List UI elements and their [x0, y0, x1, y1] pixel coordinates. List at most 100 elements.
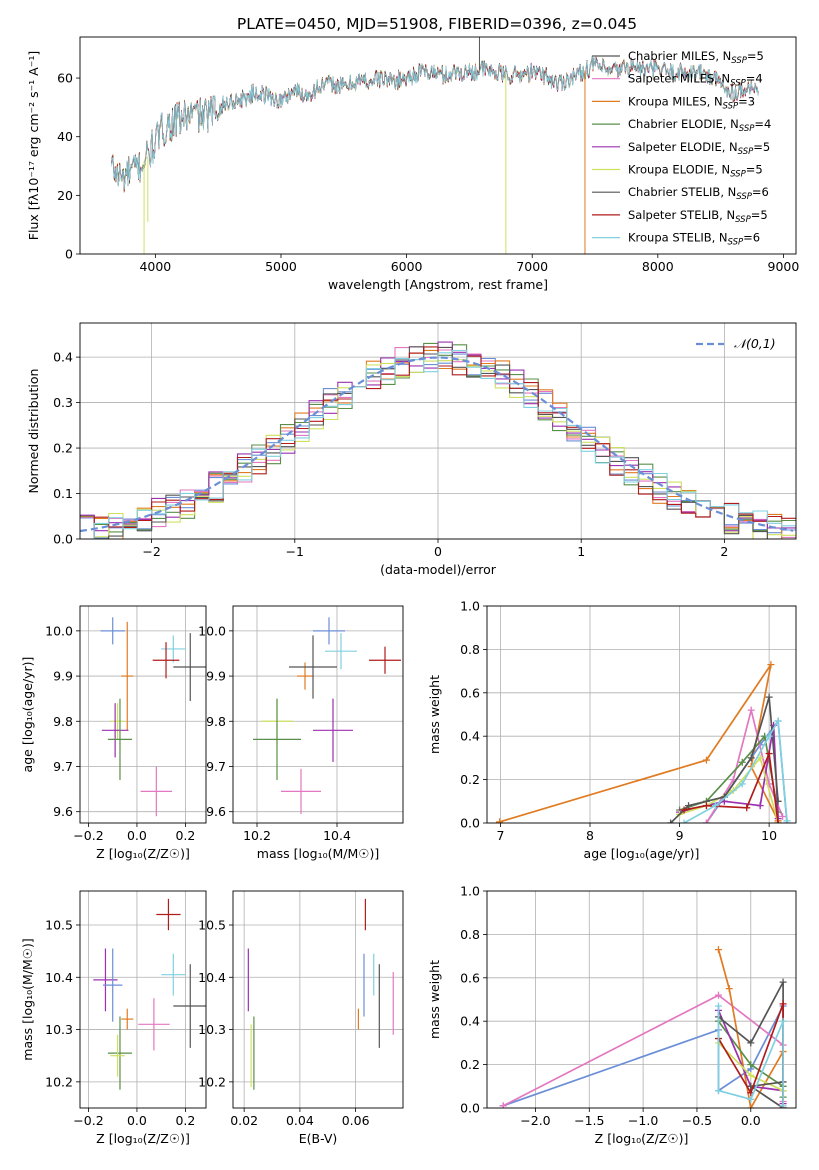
axes-frame — [79, 605, 207, 824]
x-tick-label: 7000 — [516, 259, 548, 274]
x-tick-label: 9000 — [768, 259, 800, 274]
x-tick-label: 7 — [496, 828, 504, 843]
panel-mass-vs-EBV: 0.02 0.04 0.06 10.2 10.3 10.4 10.5 E(B-V) — [198, 890, 404, 1146]
x-axis-label: Z [log₁₀(Z/Z☉)] — [96, 1131, 190, 1146]
y-tick-label: 10.4 — [45, 970, 73, 985]
axes-frame — [486, 605, 797, 824]
y-tick-label: 9.9 — [53, 669, 73, 684]
plot-area — [499, 946, 787, 1108]
errorbar-point — [107, 1016, 133, 1090]
errorbar-point — [289, 635, 337, 699]
plot-area — [111, 37, 759, 254]
y-axis-label: Flux [fλ10⁻¹⁷ erg cm⁻² s⁻¹ A⁻¹] — [26, 51, 41, 240]
x-tick-label: 0 — [434, 544, 442, 559]
weight-marker — [714, 1087, 722, 1095]
x-axis-label: Z [log₁₀(Z/Z☉)] — [96, 846, 190, 861]
errorbar-point — [121, 621, 134, 731]
errorbar-point — [110, 703, 125, 740]
weight-marker — [702, 819, 710, 823]
errorbar-point — [121, 1008, 134, 1030]
x-tick-label: −2 — [142, 544, 160, 559]
y-tick-label: 0.8 — [460, 927, 480, 942]
weight-marker — [774, 717, 782, 725]
weight-marker — [783, 817, 791, 823]
x-tick-label: 0.2 — [175, 828, 195, 843]
weight-marker — [747, 706, 755, 714]
plot-area — [496, 661, 791, 823]
errorbar-point — [313, 617, 345, 645]
y-tick-label: 9.9 — [206, 669, 226, 684]
errorbar-point — [93, 948, 118, 1012]
weight-series — [683, 718, 788, 823]
errorbar-point — [253, 698, 301, 781]
y-tick-label: 0.8 — [460, 642, 480, 657]
weight-marker — [711, 802, 719, 810]
errorbar-point — [173, 633, 206, 701]
axes-frame — [232, 605, 404, 824]
axes-frame — [486, 890, 797, 1109]
y-axis-label: mass [log₁₀(M/M☉)] — [20, 938, 35, 1060]
weight-marker — [738, 758, 746, 766]
errorbar-point — [110, 1034, 125, 1077]
weight-marker — [779, 812, 787, 820]
y-axis-label: mass weight — [427, 675, 442, 754]
y-tick-label: 1.0 — [460, 599, 480, 614]
errorbar-point — [325, 633, 357, 670]
y-tick-label: 9.8 — [53, 714, 73, 729]
panel-spectrum: 4000 5000 6000 7000 8000 9000 0 20 40 60 wavelengt… — [26, 36, 800, 292]
x-tick-label: 0.0 — [741, 1113, 761, 1128]
y-tick-label: 0.4 — [53, 350, 73, 365]
weight-marker — [747, 1104, 755, 1108]
legend-entry: Salpeter MILES, NSSP=4 — [628, 72, 763, 89]
weight-marker — [685, 802, 693, 810]
weight-marker — [496, 818, 504, 823]
panel-mass-weight-vs-Z: −2.0 −1.5 −1.0 −0.5 0.0 0.0 0.2 0.4 0.6 0.8 1.0 Z [… — [427, 884, 797, 1146]
y-tick-label: 10.5 — [45, 917, 73, 932]
panel-age-vs-mass: 10.2 10.4 9.6 9.7 9.8 9.9 10.0 mass [log₁₀(M/M☉… — [198, 605, 404, 861]
plot-area — [100, 617, 206, 817]
x-tick-label: 0.2 — [175, 1113, 195, 1128]
weight-marker — [765, 693, 773, 701]
y-tick-label: 10.3 — [45, 1022, 73, 1037]
x-tick-label: −2.0 — [520, 1113, 550, 1128]
weight-marker — [779, 978, 787, 986]
axes-frame — [232, 890, 404, 1109]
errorbar-point — [313, 698, 353, 762]
legend-entry: Salpeter ELODIE, NSSP=5 — [628, 140, 770, 157]
weight-series — [717, 949, 784, 1108]
y-tick-label: 0.0 — [53, 532, 73, 547]
x-tick-label: 5000 — [265, 259, 297, 274]
errorbar-point — [369, 646, 401, 674]
errorbar-point — [152, 642, 180, 679]
weight-marker — [747, 1071, 755, 1079]
y-tick-label: 0.6 — [460, 685, 480, 700]
weight-marker — [779, 1000, 787, 1008]
x-tick-label: −0.2 — [73, 1113, 103, 1128]
weight-marker — [725, 985, 733, 993]
weight-marker — [747, 1039, 755, 1047]
x-tick-label: −0.5 — [682, 1113, 712, 1128]
weight-marker — [714, 1002, 722, 1010]
panel-mass-weight-vs-age: 7 8 9 10 0.0 0.2 0.4 0.6 0.8 1.0 age [log₁₀(age/yr… — [427, 599, 797, 861]
y-tick-label: 0.4 — [460, 729, 480, 744]
x-axis-label: Z [log₁₀(Z/Z☉)] — [595, 1131, 689, 1146]
errorbar-point — [138, 998, 170, 1051]
panel-age-vs-Z: −0.2 0.0 0.2 9.6 9.7 9.8 9.9 10.0 Z [log₁₀(Z/Z☉)… — [20, 605, 207, 861]
plot-area — [253, 617, 401, 814]
weight-marker — [680, 819, 688, 823]
weight-marker — [765, 750, 773, 758]
y-tick-label: 20 — [57, 188, 73, 203]
x-tick-label: 1 — [577, 544, 585, 559]
weight-series — [670, 696, 779, 823]
x-tick-label: 0.06 — [342, 1113, 370, 1128]
plot-area — [93, 898, 206, 1090]
weight-marker — [680, 806, 688, 814]
weight-marker — [747, 1095, 755, 1103]
x-tick-label: 0.0 — [127, 1113, 147, 1128]
plot-area — [247, 898, 394, 1090]
figure-title: PLATE=0450, MJD=51908, FIBERID=0396, z=0… — [237, 15, 637, 33]
y-tick-label: 10.4 — [198, 970, 226, 985]
x-tick-label: 8000 — [642, 259, 674, 274]
y-tick-label: 40 — [57, 129, 73, 144]
errorbar-point — [103, 948, 123, 1022]
